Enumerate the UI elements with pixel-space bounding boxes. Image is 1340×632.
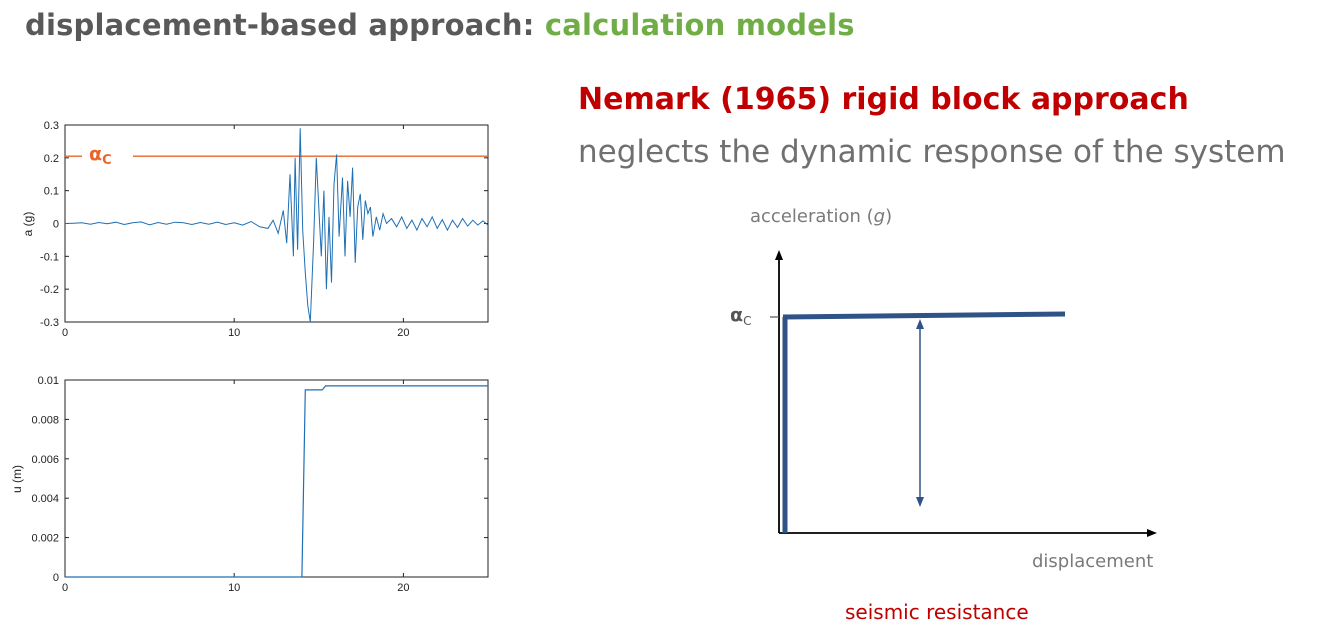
tagline: neglects the dynamic response of the sys… (578, 134, 1286, 170)
acceleration-y-tick-label: 0.1 (44, 186, 59, 198)
threshold-symbol: α (89, 143, 102, 165)
rigid-block-plateau (782, 311, 1066, 320)
displacement-y-ticks: 0.01 0.008 0.006 0.004 0.002 0 (31, 375, 488, 584)
diagram-y-label-close: ) (885, 206, 892, 227)
displacement-y-tick-label: 0.004 (31, 493, 59, 505)
subtitle: Nemark (1965) rigid block approach (578, 82, 1189, 117)
displacement-x-tick-label: 20 (397, 582, 409, 594)
seismic-resistance-caption: seismic resistance (845, 600, 1029, 624)
diagram-y-axis-arrowhead (775, 250, 783, 260)
diagram-y-label-text: acceleration ( (750, 206, 874, 227)
displacement-series-line (65, 385, 488, 578)
acceleration-y-axis-label: a (g) (21, 212, 35, 237)
rigid-block-diagram: acceleration (g) αC displacement seismic… (730, 206, 1157, 624)
diagram-threshold-label: αC (730, 304, 751, 328)
diagram-y-label-unit: g (874, 206, 885, 227)
displacement-plot-frame (64, 379, 489, 578)
displacement-y-tick-label: 0.006 (31, 454, 59, 466)
displacement-chart: 0.01 0.008 0.006 0.004 0.002 0 0 10 20 u (m) (10, 375, 489, 594)
displacement-y-tick-label: 0 (53, 572, 59, 584)
acceleration-x-tick-label: 10 (228, 327, 240, 339)
threshold-subscript: C (102, 153, 112, 168)
acceleration-x-tick-label: 20 (397, 327, 409, 339)
diagram-x-axis-label: displacement (1032, 551, 1153, 572)
displacement-y-axis-label: u (m) (10, 465, 24, 493)
acceleration-y-tick-label: -0.1 (40, 251, 59, 263)
acceleration-y-tick-label: -0.3 (40, 317, 59, 329)
diagram-y-axis-label: acceleration (g) (750, 206, 892, 227)
displacement-x-ticks: 0 10 20 (62, 380, 410, 594)
acceleration-y-ticks: 0.3 0.2 0.1 0 -0.1 -0.2 -0.3 (40, 120, 488, 329)
displacement-y-tick-label: 0.01 (38, 375, 59, 387)
displacement-y-tick-label: 0.002 (31, 533, 59, 545)
acceleration-y-tick-label: 0 (53, 219, 59, 231)
acceleration-y-tick-label: 0.2 (44, 153, 59, 165)
acceleration-y-tick-label: -0.2 (40, 284, 59, 296)
threshold-label: αC (89, 143, 112, 168)
acceleration-x-ticks: 0 10 20 (62, 125, 410, 339)
displacement-x-tick-label: 10 (228, 582, 240, 594)
displacement-y-tick-label: 0.008 (31, 414, 59, 426)
title-accent: calculation models (544, 8, 855, 42)
acceleration-chart: 0.3 0.2 0.1 0 -0.1 -0.2 -0.3 0 10 20 a (g) αC (21, 120, 489, 339)
acceleration-series-line (64, 128, 489, 323)
seismic-resistance-arrowhead-top (916, 319, 924, 329)
diagram-x-axis-arrowhead (1147, 529, 1157, 537)
diagram-threshold-subscript: C (743, 314, 751, 328)
acceleration-y-tick-label: 0.3 (44, 120, 59, 132)
diagram-threshold-symbol: α (730, 304, 743, 326)
slide-title: displacement-based approach: calculation… (25, 8, 855, 42)
acceleration-x-tick-label: 0 (62, 327, 68, 339)
displacement-x-tick-label: 0 (62, 582, 68, 594)
title-main: displacement-based approach: (25, 8, 545, 42)
seismic-resistance-arrowhead-bottom (916, 497, 924, 507)
